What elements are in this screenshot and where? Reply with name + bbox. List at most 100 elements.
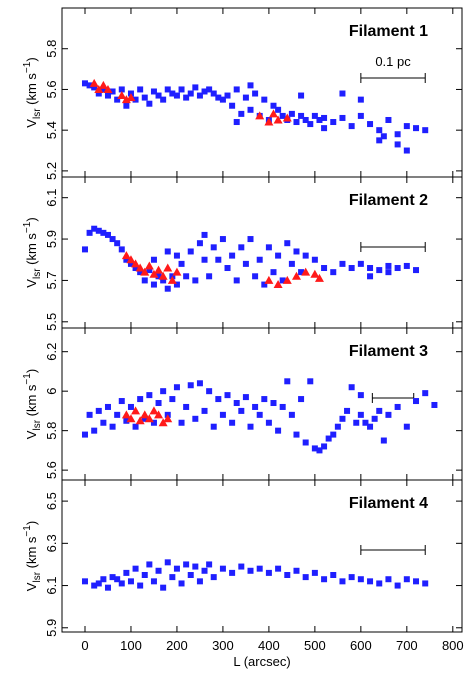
square-point xyxy=(81,246,88,253)
triangle-point xyxy=(135,263,145,272)
square-point xyxy=(298,92,305,99)
square-point xyxy=(385,116,392,123)
square-point xyxy=(298,112,305,119)
square-point xyxy=(118,246,125,253)
plot-frame xyxy=(61,479,463,633)
triangle-point xyxy=(314,273,324,282)
triangle-point xyxy=(135,416,145,425)
panel-title: Filament 1 xyxy=(349,23,428,40)
square-point xyxy=(100,86,107,93)
square-point xyxy=(403,123,410,130)
square-point xyxy=(201,567,208,574)
square-point xyxy=(123,417,130,424)
square-point xyxy=(261,96,268,103)
square-point xyxy=(95,90,102,97)
square-point xyxy=(293,567,300,574)
square-point xyxy=(201,231,208,238)
square-point xyxy=(385,576,392,583)
square-point xyxy=(238,563,245,570)
square-point xyxy=(91,582,98,589)
square-point xyxy=(238,407,245,414)
square-point xyxy=(302,574,309,581)
y-tick-label: 5.6 xyxy=(44,80,59,98)
y-axis-label-part: lsr xyxy=(32,268,43,279)
triangle-point xyxy=(144,261,154,270)
square-point xyxy=(403,262,410,269)
square-point xyxy=(330,119,337,126)
square-point xyxy=(247,423,254,430)
triangle-point xyxy=(158,271,168,280)
square-point xyxy=(302,252,309,259)
y-axis-label-part: (km s xyxy=(24,233,39,269)
square-point xyxy=(173,281,180,288)
square-point xyxy=(183,561,190,568)
triangle-point xyxy=(273,280,283,289)
square-point xyxy=(196,578,203,585)
y-tick-label: 5.9 xyxy=(44,230,59,248)
square-point xyxy=(385,269,392,276)
square-point xyxy=(183,273,190,280)
x-tick-label: 400 xyxy=(258,638,280,653)
square-point xyxy=(95,407,102,414)
square-point xyxy=(114,576,121,583)
triangle-point xyxy=(121,410,131,419)
triangle-point xyxy=(103,84,113,93)
square-point xyxy=(380,437,387,444)
square-point xyxy=(238,110,245,117)
square-point xyxy=(127,578,134,585)
y-tick-label: 6.2 xyxy=(44,343,59,361)
square-point xyxy=(422,580,429,587)
square-point xyxy=(109,88,116,95)
square-point xyxy=(367,578,374,585)
square-point xyxy=(192,563,199,570)
square-point xyxy=(137,396,144,403)
square-point xyxy=(192,415,199,422)
square-point xyxy=(302,439,309,446)
square-point xyxy=(114,96,121,103)
square-point xyxy=(123,102,130,109)
y-tick-label: 5.4 xyxy=(44,121,59,139)
y-axis-label: Vlsr (km s−1) xyxy=(22,521,43,591)
square-point xyxy=(394,582,401,589)
y-axis-label-part: ) xyxy=(24,217,39,221)
square-point xyxy=(357,392,364,399)
y-tick-label: 5.9 xyxy=(44,619,59,637)
y-axis-label-part: −1 xyxy=(22,373,33,385)
square-point xyxy=(215,256,222,263)
square-point xyxy=(298,396,305,403)
square-point xyxy=(265,569,272,576)
square-point xyxy=(376,407,383,414)
square-point xyxy=(155,567,162,574)
square-point xyxy=(169,396,176,403)
square-point xyxy=(109,574,116,581)
square-point xyxy=(104,92,111,99)
y-axis-label-part: −1 xyxy=(22,525,33,537)
square-point xyxy=(215,396,222,403)
square-point xyxy=(252,273,259,280)
square-point xyxy=(247,236,254,243)
y-axis-label-part: V xyxy=(24,279,39,288)
square-point xyxy=(316,116,323,123)
y-axis-label: Vlsr (km s−1) xyxy=(22,369,43,439)
square-point xyxy=(422,390,429,397)
square-point xyxy=(150,88,157,95)
square-point xyxy=(229,102,236,109)
square-point xyxy=(91,225,98,232)
square-point xyxy=(279,277,286,284)
y-axis-label-part: ) xyxy=(24,369,39,373)
square-point xyxy=(183,94,190,101)
square-point xyxy=(394,131,401,138)
y-axis-label-part: V xyxy=(24,582,39,591)
y-axis-label-part: V xyxy=(24,119,39,128)
triangle-point xyxy=(126,255,136,264)
y-axis-label: Vlsr (km s−1) xyxy=(22,217,43,287)
square-point xyxy=(233,86,240,93)
square-point xyxy=(196,92,203,99)
square-point xyxy=(201,256,208,263)
x-tick-label: 300 xyxy=(212,638,234,653)
triangle-point xyxy=(144,414,154,423)
square-point xyxy=(293,119,300,126)
y-axis-label-part: −1 xyxy=(22,221,33,233)
square-point xyxy=(187,248,194,255)
